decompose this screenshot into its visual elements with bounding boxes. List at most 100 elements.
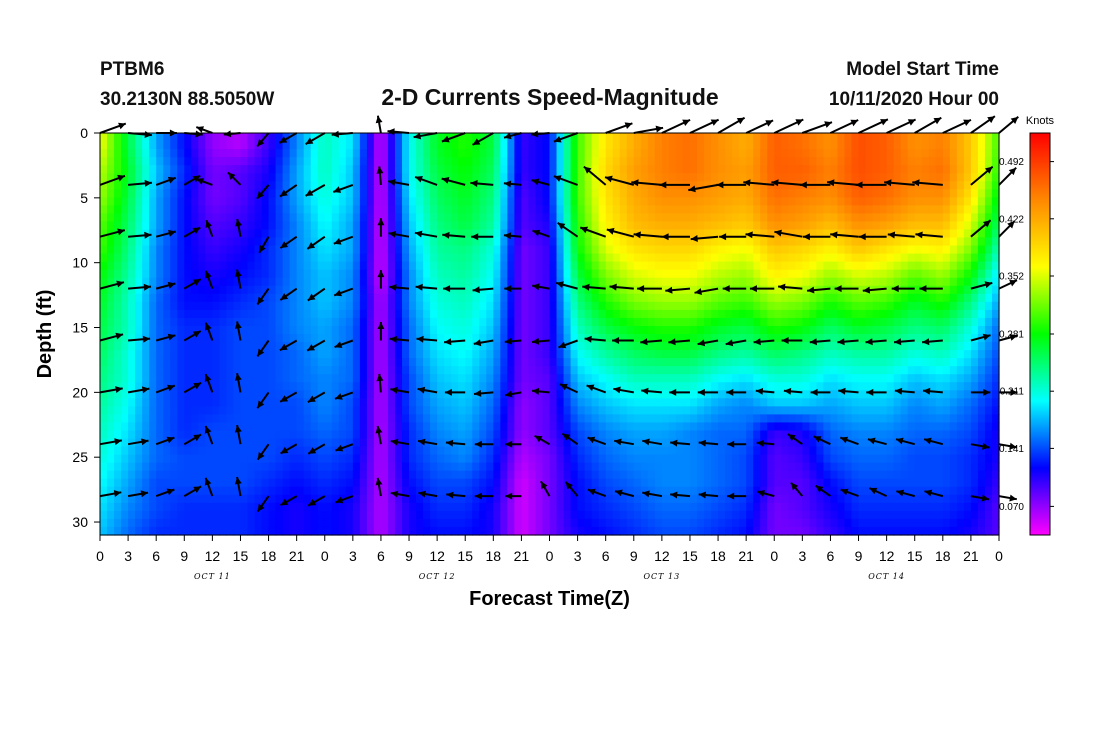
heat-cell	[233, 277, 242, 287]
heat-cell	[711, 398, 719, 407]
heat-cell	[746, 334, 754, 343]
heat-cell	[114, 406, 122, 415]
heat-cell	[921, 398, 930, 407]
heat-cell	[416, 285, 424, 295]
heat-cell	[402, 133, 410, 142]
heat-cell	[879, 245, 888, 255]
heat-cell	[816, 245, 825, 255]
heat-cell	[886, 189, 895, 198]
heat-cell	[956, 213, 965, 223]
heat-cell	[928, 382, 937, 391]
heat-cell	[900, 382, 909, 391]
heat-cell	[696, 141, 705, 150]
heat-cell	[711, 205, 719, 214]
heat-cell	[233, 157, 242, 166]
heat-cell	[366, 277, 375, 287]
heat-cell	[451, 277, 459, 287]
heat-cell	[654, 430, 663, 440]
heat-cell	[584, 374, 593, 383]
heat-cell	[423, 133, 431, 142]
heat-cell	[373, 245, 382, 255]
heat-cell	[858, 253, 867, 263]
heat-cell	[851, 358, 860, 367]
heat-cell	[542, 229, 551, 239]
heat-cell	[170, 149, 178, 158]
heat-cell	[233, 133, 242, 142]
heat-cell	[479, 358, 487, 367]
heat-cell	[844, 293, 853, 303]
heat-cell	[907, 141, 916, 150]
heat-cell	[409, 301, 417, 311]
heat-cell	[373, 406, 382, 415]
heat-cell	[226, 430, 235, 440]
heat-cell	[682, 382, 691, 391]
heat-cell	[282, 269, 291, 279]
heat-cell	[542, 189, 551, 198]
heat-cell	[598, 141, 607, 150]
heat-cell	[647, 213, 656, 223]
heat-cell	[900, 374, 909, 383]
heat-cell	[268, 390, 277, 399]
heat-cell	[900, 149, 909, 158]
heat-cell	[682, 390, 691, 399]
heat-cell	[746, 213, 754, 223]
heat-cell	[865, 301, 874, 311]
heat-cell	[514, 382, 522, 391]
heat-cell	[781, 189, 789, 198]
heat-cell	[500, 253, 508, 263]
heat-cell	[107, 261, 115, 271]
heat-cell	[872, 197, 881, 206]
heat-cell	[577, 406, 586, 415]
heat-cell	[914, 133, 923, 142]
heat-cell	[212, 285, 220, 295]
heat-cell	[830, 382, 839, 391]
heat-cell	[479, 157, 487, 166]
heat-cell	[928, 189, 937, 198]
heat-cell	[163, 422, 171, 432]
heat-cell	[394, 422, 403, 432]
heat-cell	[521, 438, 530, 448]
heat-cell	[107, 414, 115, 424]
heat-cell	[739, 213, 747, 223]
heat-cell	[521, 245, 530, 255]
heat-cell	[844, 430, 853, 440]
heat-cell	[310, 382, 319, 391]
heat-cell	[402, 197, 410, 206]
heat-cell	[696, 309, 705, 319]
heat-cell	[444, 205, 452, 214]
heat-cell	[963, 141, 972, 150]
heat-cell	[402, 277, 410, 287]
heat-cell	[493, 277, 501, 287]
heat-cell	[359, 253, 368, 263]
heat-cell	[338, 342, 347, 351]
heat-cell	[331, 366, 340, 375]
heat-cell	[387, 285, 396, 295]
heat-cell	[725, 358, 733, 367]
heat-cell	[928, 334, 937, 343]
heat-cell	[444, 221, 452, 231]
heat-cell	[893, 317, 902, 327]
heat-cell	[514, 430, 522, 440]
heat-cell	[423, 366, 431, 375]
heat-cell	[430, 237, 438, 247]
heat-cell	[240, 374, 249, 383]
heat-cell	[970, 189, 979, 198]
heat-cell	[935, 165, 944, 174]
heat-cell	[746, 382, 754, 391]
heat-cell	[493, 205, 501, 214]
heat-cell	[668, 366, 677, 375]
heat-cell	[570, 301, 579, 311]
heat-cell	[430, 301, 438, 311]
heat-cell	[254, 382, 263, 391]
heat-cell	[549, 197, 558, 206]
heat-cell	[725, 213, 733, 223]
heat-cell	[409, 382, 417, 391]
heat-cell	[647, 390, 656, 399]
heat-cell	[991, 406, 1000, 415]
heat-cell	[184, 165, 192, 174]
heat-cell	[444, 398, 452, 407]
heat-cell	[612, 317, 621, 327]
heat-cell	[661, 317, 670, 327]
heat-cell	[577, 430, 586, 440]
heat-cell	[100, 213, 108, 223]
